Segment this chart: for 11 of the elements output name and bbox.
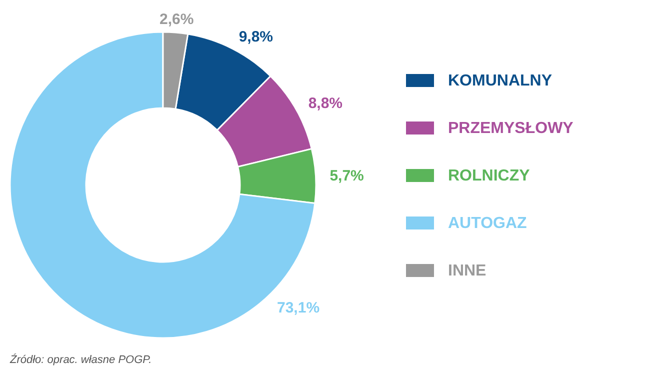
legend-label: INNE bbox=[448, 262, 487, 280]
data-label: 2,6% bbox=[160, 10, 194, 28]
legend-label: PRZEMYSŁOWY bbox=[448, 120, 574, 138]
legend-label: AUTOGAZ bbox=[448, 215, 528, 232]
data-label: 8,8% bbox=[308, 94, 343, 112]
legend-label: KOMUNALNY bbox=[448, 72, 552, 90]
data-label: 5,7% bbox=[330, 167, 364, 184]
data-label: 73,1% bbox=[277, 299, 320, 316]
data-label: 9,8% bbox=[238, 28, 274, 46]
text: Źródło: oprac. własne POGP. bbox=[9, 353, 152, 366]
legend-label: ROLNICZY bbox=[448, 168, 530, 185]
